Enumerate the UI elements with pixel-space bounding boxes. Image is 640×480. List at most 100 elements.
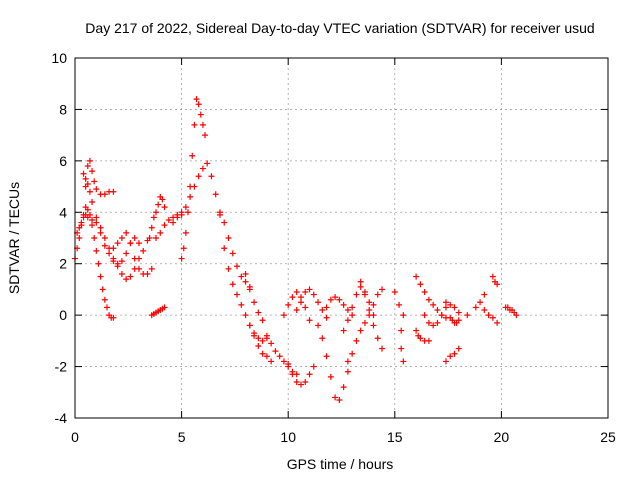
data-point bbox=[161, 222, 168, 229]
data-point bbox=[489, 273, 496, 280]
x-tick-label: 15 bbox=[387, 429, 403, 445]
data-point bbox=[513, 312, 520, 319]
data-point bbox=[259, 350, 266, 357]
data-point bbox=[302, 289, 309, 295]
data-point bbox=[229, 250, 236, 257]
series-arc-ah bbox=[489, 273, 501, 288]
data-point bbox=[161, 304, 168, 311]
data-point bbox=[332, 394, 339, 401]
data-point bbox=[353, 291, 360, 298]
x-tick-label: 0 bbox=[71, 429, 79, 445]
data-point bbox=[425, 337, 432, 344]
data-point bbox=[344, 307, 351, 313]
data-point bbox=[421, 312, 428, 319]
data-point bbox=[187, 183, 194, 190]
x-tick-label: 20 bbox=[494, 429, 510, 445]
x-tick-label: 5 bbox=[178, 429, 186, 445]
data-point bbox=[489, 314, 496, 321]
data-point bbox=[225, 265, 232, 272]
data-point bbox=[193, 96, 200, 103]
data-point bbox=[208, 173, 215, 180]
data-point bbox=[123, 250, 130, 257]
x-axis-label: GPS time / hours bbox=[287, 456, 394, 472]
series-arc-x bbox=[391, 289, 407, 319]
data-point bbox=[438, 312, 445, 319]
data-point bbox=[442, 358, 449, 365]
series-arc-ac bbox=[442, 299, 462, 316]
series-arc-v bbox=[344, 286, 386, 365]
data-point bbox=[379, 286, 386, 293]
data-point bbox=[396, 301, 403, 308]
data-point bbox=[187, 193, 194, 200]
data-point bbox=[93, 186, 100, 193]
series-arc-z bbox=[413, 273, 449, 321]
data-point bbox=[148, 265, 155, 272]
data-point bbox=[357, 283, 364, 290]
data-point bbox=[455, 345, 462, 352]
data-point bbox=[272, 348, 279, 355]
data-point bbox=[442, 304, 449, 311]
data-point bbox=[238, 273, 245, 280]
data-points bbox=[72, 96, 520, 403]
y-tick-label: 6 bbox=[59, 153, 67, 169]
data-point bbox=[170, 219, 177, 226]
data-point bbox=[285, 361, 292, 367]
data-point bbox=[344, 368, 351, 375]
data-point bbox=[447, 301, 454, 308]
data-point bbox=[366, 299, 373, 306]
data-point bbox=[246, 286, 253, 293]
data-point bbox=[340, 327, 347, 334]
series-arc-b bbox=[74, 204, 117, 321]
data-point bbox=[302, 379, 309, 385]
series-arc-ai bbox=[502, 304, 520, 319]
data-point bbox=[93, 214, 100, 221]
data-point bbox=[323, 353, 330, 360]
data-point bbox=[89, 217, 96, 223]
data-point bbox=[195, 101, 202, 108]
data-point bbox=[340, 301, 347, 308]
data-point bbox=[89, 168, 96, 175]
data-point bbox=[89, 199, 96, 205]
data-point bbox=[199, 121, 206, 128]
data-point bbox=[86, 188, 93, 195]
data-point bbox=[285, 301, 292, 308]
data-point bbox=[178, 209, 185, 216]
data-point bbox=[413, 327, 420, 334]
data-point bbox=[242, 312, 249, 319]
series-arc-t bbox=[323, 294, 356, 319]
data-point bbox=[80, 170, 87, 177]
data-point bbox=[110, 314, 117, 321]
data-point bbox=[357, 327, 364, 334]
data-point bbox=[451, 304, 458, 311]
data-point bbox=[178, 255, 185, 262]
data-point bbox=[195, 173, 202, 180]
data-point bbox=[204, 160, 211, 167]
data-point bbox=[93, 219, 100, 226]
data-point bbox=[306, 371, 313, 378]
data-point bbox=[315, 322, 322, 329]
series-arc-r bbox=[280, 289, 313, 324]
data-point bbox=[306, 317, 313, 324]
data-point bbox=[161, 204, 168, 211]
x-tick-label: 10 bbox=[280, 429, 296, 445]
data-point bbox=[494, 281, 501, 288]
data-point bbox=[84, 206, 91, 213]
data-point bbox=[430, 301, 437, 308]
data-point bbox=[323, 314, 330, 321]
data-point bbox=[344, 358, 351, 365]
data-point bbox=[106, 250, 113, 257]
data-point bbox=[310, 363, 317, 370]
data-point bbox=[370, 301, 377, 308]
data-point bbox=[123, 229, 130, 236]
data-point bbox=[110, 258, 117, 265]
data-point bbox=[84, 181, 91, 187]
data-point bbox=[425, 319, 432, 326]
data-point bbox=[153, 235, 160, 241]
data-point bbox=[97, 229, 104, 236]
data-point bbox=[421, 289, 428, 295]
data-point bbox=[319, 335, 326, 342]
data-point bbox=[336, 296, 343, 303]
data-point bbox=[180, 245, 187, 252]
data-point bbox=[310, 291, 317, 298]
data-point bbox=[263, 353, 270, 360]
